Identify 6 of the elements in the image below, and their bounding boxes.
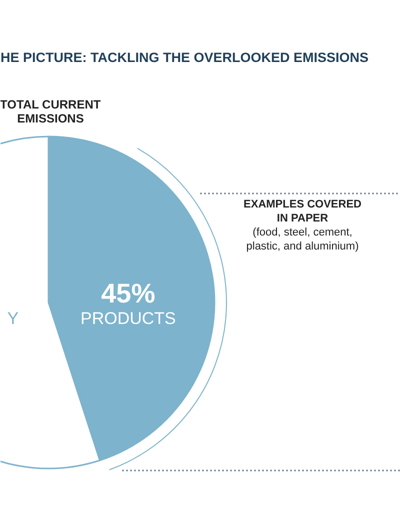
- text: TOTAL CURRENT EMISSIONS: [0, 98, 102, 126]
- slice-label: PRODUCTS: [80, 309, 176, 328]
- slice-label: Y: [7, 309, 19, 328]
- text: EXAMPLES COVERED IN PAPER (food, steel, cement, plastic, and aluminium): [244, 198, 362, 252]
- chart-title: HE PICTURE: TACKLING THE OVERLOOKED EMISSIONS: [0, 50, 369, 65]
- data-label: 45%: [101, 278, 156, 308]
